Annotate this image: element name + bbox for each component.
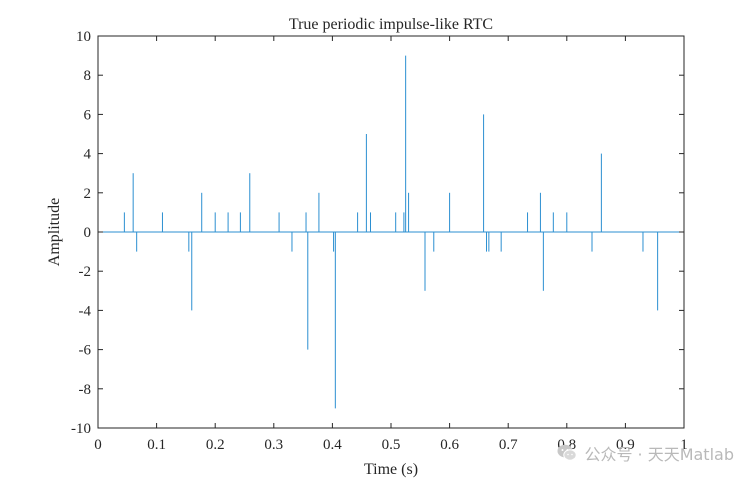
x-tick-label: 0.1 [147, 437, 166, 453]
y-tick-label: 10 [76, 29, 91, 45]
series-layer [98, 55, 684, 409]
y-ticks: -10 -8 -6 -4 -2 0 2 4 6 8 10 [71, 29, 684, 437]
wechat-icon [557, 444, 578, 461]
y-axis-label: Amplitude [46, 198, 63, 266]
y-tick-label: -4 [79, 303, 92, 319]
x-tick-label: 0.2 [206, 437, 225, 453]
y-tick-label: -6 [79, 343, 92, 359]
watermark: 公众号 · 天天Matlab [556, 441, 734, 465]
y-tick-label: 4 [84, 147, 92, 163]
x-tick-label: 0 [94, 437, 102, 453]
y-tick-label: -2 [79, 264, 92, 280]
x-tick-label: 0.7 [499, 437, 518, 453]
x-tick-label: 0.4 [323, 437, 342, 453]
y-tick-label: 6 [84, 107, 92, 123]
x-axis-label: Time (s) [364, 461, 418, 478]
x-tick-label: 1 [680, 437, 688, 453]
y-tick-label: 8 [84, 68, 92, 84]
y-tick-label: 0 [84, 225, 92, 241]
x-tick-label: 0.5 [382, 437, 401, 453]
watermark-text: 公众号 · 天天Matlab [584, 445, 734, 464]
y-tick-label: -10 [71, 421, 91, 437]
y-tick-label: 2 [84, 186, 92, 202]
chart-title: True periodic impulse-like RTC [289, 16, 493, 33]
y-tick-label: -8 [79, 382, 92, 398]
x-tick-label: 0.9 [616, 437, 635, 453]
x-tick-label: 0.6 [440, 437, 459, 453]
x-tick-label: 0.3 [264, 437, 283, 453]
